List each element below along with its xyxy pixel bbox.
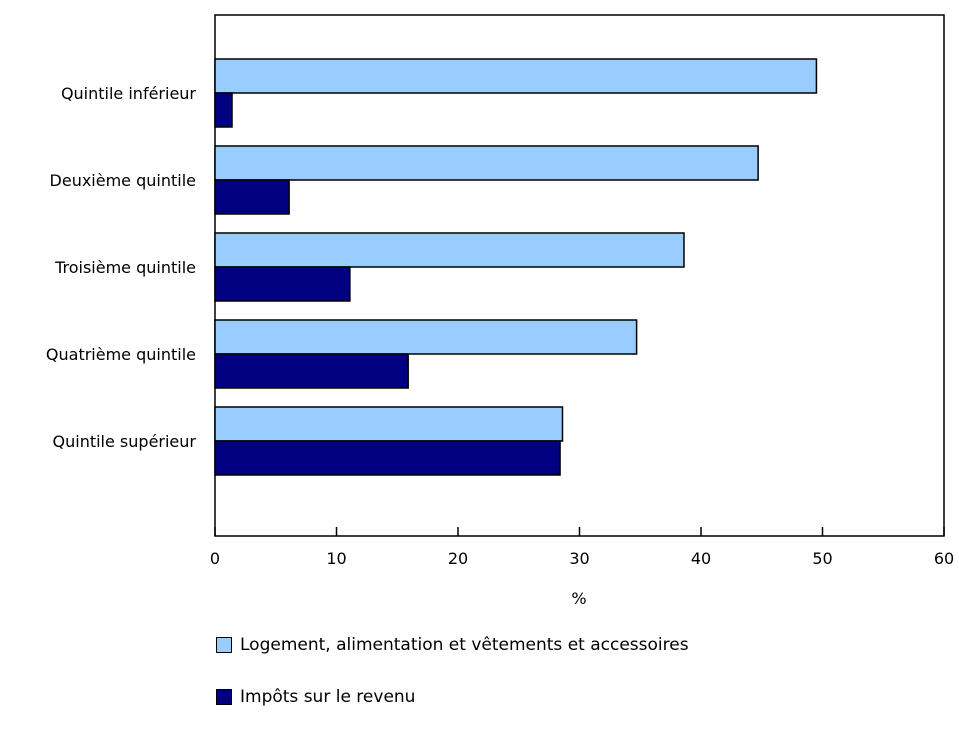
x-tick-label-5: 50 xyxy=(812,549,832,568)
bar-logement-2 xyxy=(214,232,685,268)
x-axis-ticks: 0 10 20 30 40 50 60 xyxy=(210,527,954,568)
x-tick-label-6: 60 xyxy=(934,549,954,568)
legend-item-logement: Logement, alimentation et vêtements et a… xyxy=(216,630,689,660)
bar-logement-1 xyxy=(214,145,759,181)
x-axis-title: % xyxy=(571,589,586,608)
x-tick-label-0: 0 xyxy=(210,549,220,568)
legend-item-impots: Impôts sur le revenu xyxy=(216,682,689,712)
category-label-2: Troisième quintile xyxy=(54,258,196,277)
category-label-3: Quatrième quintile xyxy=(46,345,196,364)
category-label-1: Deuxième quintile xyxy=(50,171,196,190)
category-label-0: Quintile inférieur xyxy=(61,84,196,103)
legend-swatch-dark-blue xyxy=(216,689,232,705)
bars-group xyxy=(214,58,818,476)
bar-chart: Quintile inférieur Deuxième quintile Trois… xyxy=(46,14,954,608)
x-tick-label-4: 40 xyxy=(691,549,711,568)
bar-impots-1 xyxy=(214,179,290,215)
category-labels: Quintile inférieur Deuxième quintile Trois… xyxy=(46,84,197,451)
bar-impots-2 xyxy=(214,266,351,302)
legend-label-impots: Impôts sur le revenu xyxy=(240,687,416,707)
bar-impots-3 xyxy=(214,353,409,389)
legend-swatch-light-blue xyxy=(216,637,232,653)
legend: Logement, alimentation et vêtements et a… xyxy=(216,630,689,734)
bar-logement-4 xyxy=(214,406,564,442)
legend-label-logement: Logement, alimentation et vêtements et a… xyxy=(240,635,689,655)
x-tick-label-3: 30 xyxy=(569,549,589,568)
category-label-4: Quintile supérieur xyxy=(53,432,197,451)
bar-impots-0 xyxy=(214,92,233,128)
x-tick-label-2: 20 xyxy=(448,549,468,568)
x-tick-label-1: 10 xyxy=(326,549,346,568)
bar-impots-4 xyxy=(214,440,561,476)
bar-logement-0 xyxy=(214,58,818,94)
bar-logement-3 xyxy=(214,319,638,355)
